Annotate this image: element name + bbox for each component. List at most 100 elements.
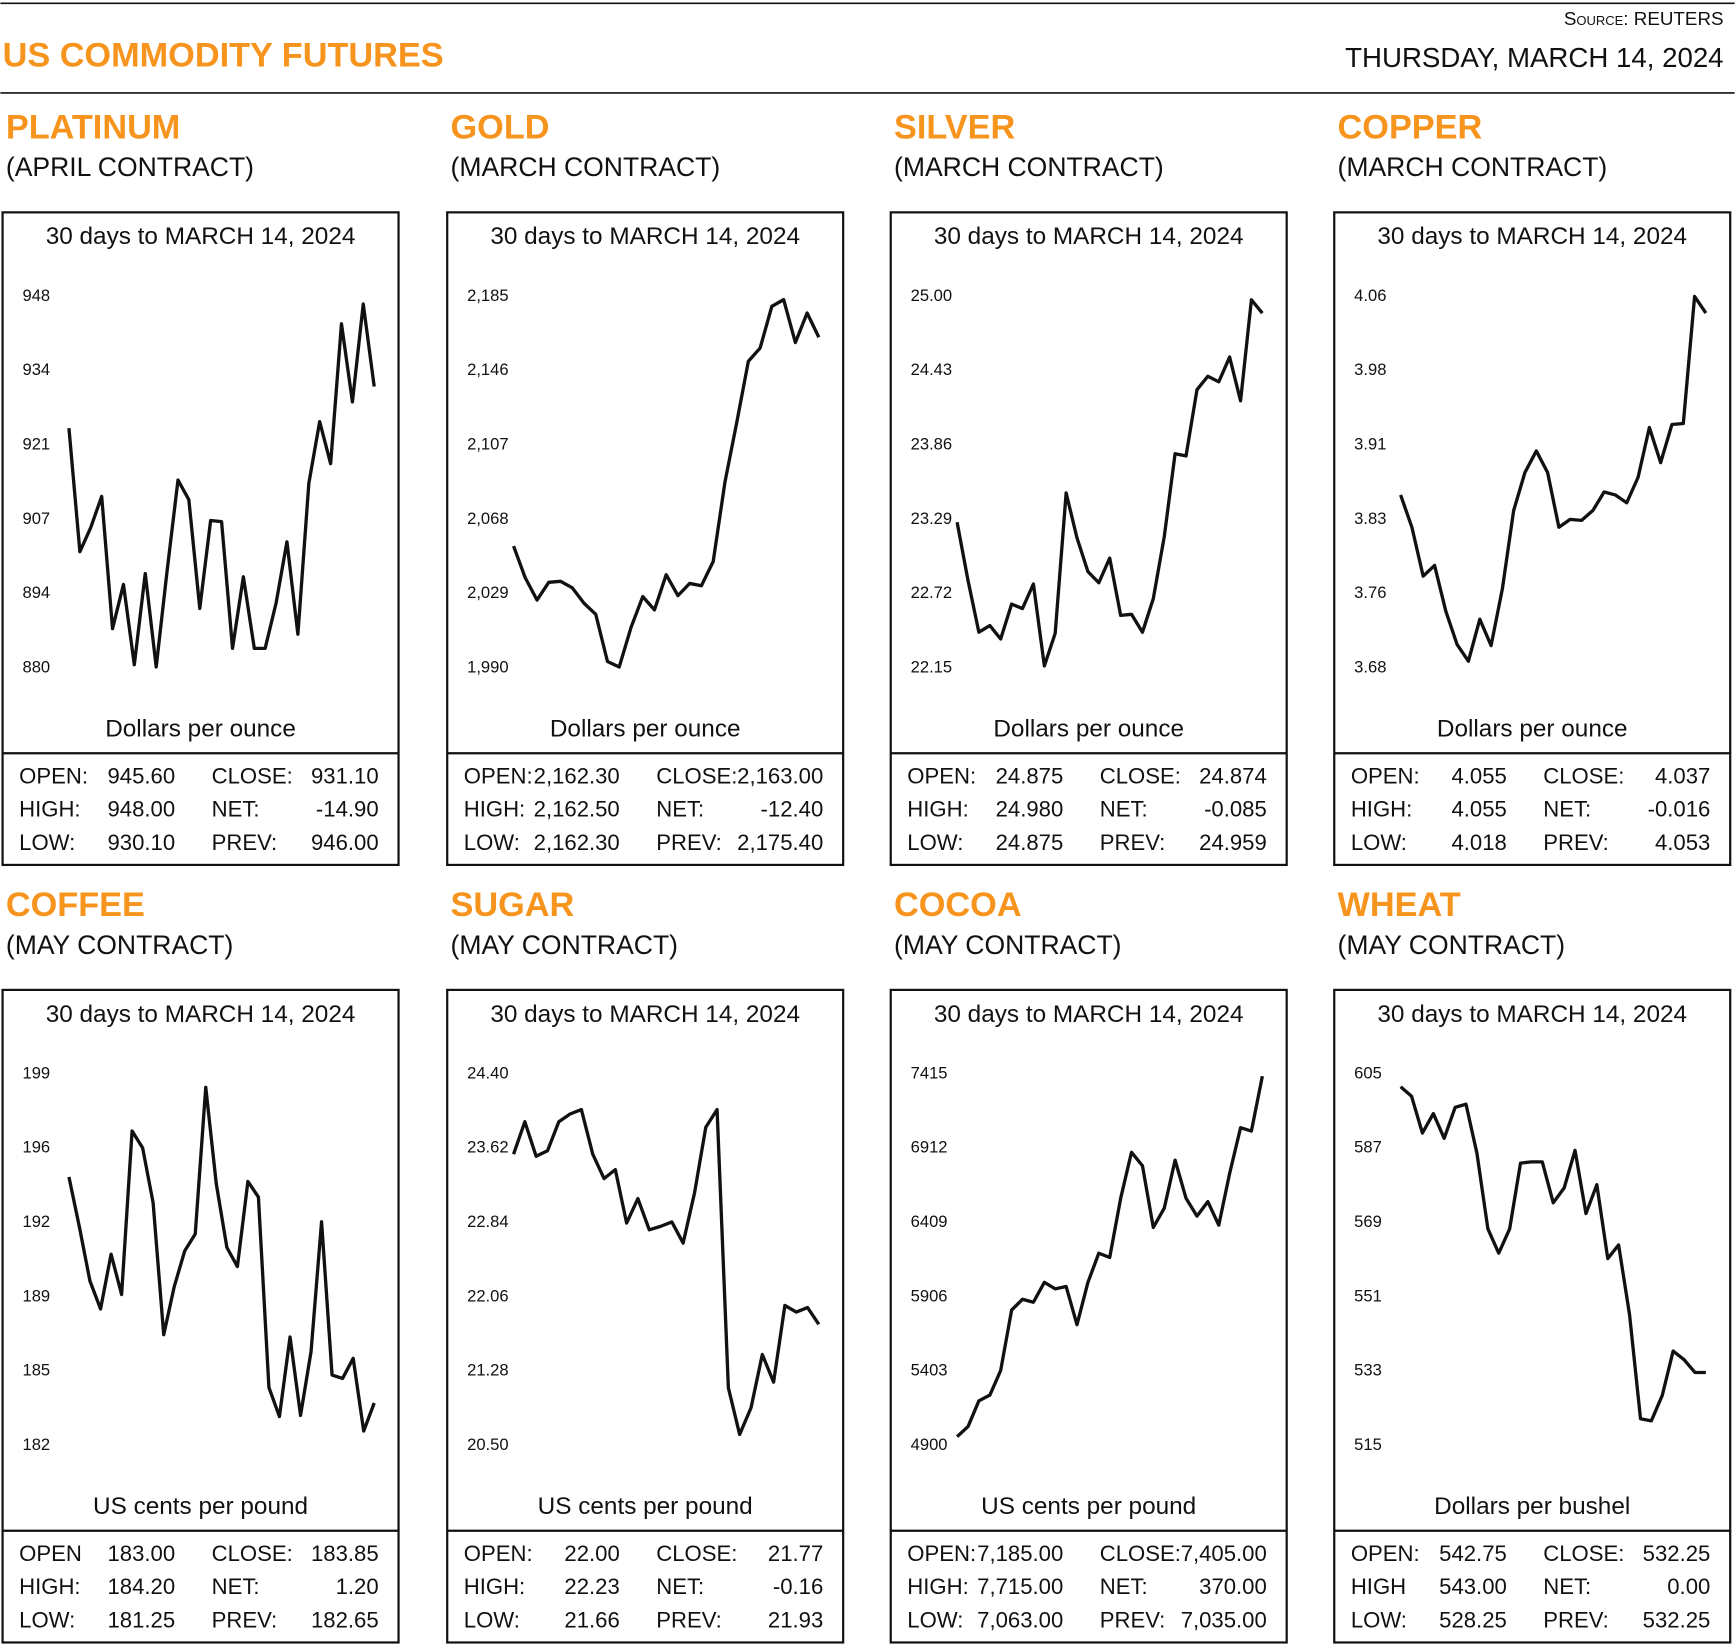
stat-label: HIGH: bbox=[19, 797, 80, 822]
stat-label: NET: bbox=[656, 797, 704, 822]
chart-caption: 30 days to MARCH 14, 2024 bbox=[46, 223, 356, 250]
stat-value: 7,035.00 bbox=[1181, 1607, 1267, 1632]
stat-label: OPEN bbox=[19, 1541, 82, 1566]
stat-label: LOW: bbox=[19, 1607, 75, 1632]
stat-label: PREV: bbox=[1100, 1607, 1166, 1632]
y-tick-label: 22.72 bbox=[911, 583, 953, 602]
stat-value: 183.00 bbox=[107, 1541, 175, 1566]
panel-frame bbox=[1333, 211, 1732, 867]
stat-value: -12.40 bbox=[761, 797, 824, 822]
y-tick-label: 6912 bbox=[911, 1138, 948, 1157]
stat-label: OPEN: bbox=[464, 1541, 533, 1566]
stat-value: 542.75 bbox=[1439, 1541, 1507, 1566]
stat-value: 946.00 bbox=[311, 830, 379, 855]
stat-value: 4.053 bbox=[1655, 830, 1710, 855]
y-tick-label: 907 bbox=[22, 509, 50, 528]
stat-value: 2,163.00 bbox=[737, 763, 823, 788]
stat-label: NET: bbox=[1100, 797, 1148, 822]
stat-value: 184.20 bbox=[107, 1574, 175, 1599]
stat-value: 528.25 bbox=[1439, 1607, 1507, 1632]
price-line bbox=[955, 1075, 1264, 1438]
stat-value: 22.00 bbox=[564, 1541, 619, 1566]
y-tick-label: 25.00 bbox=[911, 286, 953, 305]
stat-value: -0.016 bbox=[1648, 797, 1711, 822]
y-tick-label: 515 bbox=[1354, 1435, 1382, 1454]
y-tick-label: 2,185 bbox=[467, 286, 509, 305]
price-line bbox=[512, 297, 821, 669]
y-tick-label: 2,107 bbox=[467, 434, 509, 453]
stat-value: 0.00 bbox=[1667, 1574, 1710, 1599]
y-tick-label: 3.91 bbox=[1354, 434, 1386, 453]
chart-caption: 30 days to MARCH 14, 2024 bbox=[934, 223, 1244, 250]
y-tick-label: 21.28 bbox=[467, 1361, 509, 1380]
y-axis-label: Dollars per ounce bbox=[550, 715, 741, 742]
stat-value: 181.25 bbox=[107, 1607, 175, 1632]
stat-value: 183.85 bbox=[311, 1541, 379, 1566]
y-tick-label: 24.43 bbox=[911, 360, 953, 379]
y-tick-label: 22.15 bbox=[911, 657, 953, 676]
stat-label: CLOSE: bbox=[1543, 763, 1624, 788]
stat-label: LOW: bbox=[464, 830, 520, 855]
stat-label: LOW: bbox=[907, 1607, 963, 1632]
contract: (MAY CONTRACT) bbox=[6, 930, 233, 960]
chart-caption: 30 days to MARCH 14, 2024 bbox=[490, 1001, 800, 1028]
commodity-name: COCOA bbox=[894, 886, 1022, 924]
chart-caption: 30 days to MARCH 14, 2024 bbox=[1377, 223, 1687, 250]
y-tick-label: 22.06 bbox=[467, 1286, 509, 1305]
stat-value: 24.875 bbox=[996, 763, 1064, 788]
y-tick-label: 5906 bbox=[911, 1286, 948, 1305]
stat-label: PREV: bbox=[212, 1607, 278, 1632]
panel-frame bbox=[446, 988, 845, 1644]
stat-value: 21.66 bbox=[564, 1607, 619, 1632]
stat-label: NET: bbox=[1100, 1574, 1148, 1599]
y-axis-label: Dollars per ounce bbox=[993, 715, 1184, 742]
stat-value: 2,162.30 bbox=[534, 830, 620, 855]
stat-label: PREV: bbox=[656, 1607, 722, 1632]
stat-value: 2,162.30 bbox=[534, 763, 620, 788]
commodity-name: COFFEE bbox=[6, 886, 145, 924]
stat-label: HIGH bbox=[1351, 1574, 1406, 1599]
contract: (MAY CONTRACT) bbox=[1338, 930, 1565, 960]
stat-label: HIGH: bbox=[464, 797, 525, 822]
contract: (APRIL CONTRACT) bbox=[6, 152, 254, 182]
panel-frame bbox=[889, 988, 1288, 1644]
panel-frame bbox=[1, 211, 400, 867]
stat-label: PREV: bbox=[212, 830, 278, 855]
price-line bbox=[67, 302, 376, 669]
price-line bbox=[1399, 294, 1708, 663]
stat-value: 2,162.50 bbox=[534, 797, 620, 822]
stat-value: 370.00 bbox=[1199, 1574, 1267, 1599]
y-tick-label: 934 bbox=[22, 360, 50, 379]
y-tick-label: 948 bbox=[22, 286, 50, 305]
stat-label: NET: bbox=[656, 1574, 704, 1599]
y-tick-label: 921 bbox=[22, 434, 50, 453]
stat-value: 930.10 bbox=[107, 830, 175, 855]
y-tick-label: 4.06 bbox=[1354, 286, 1386, 305]
stat-label: LOW: bbox=[464, 1607, 520, 1632]
price-line bbox=[955, 298, 1264, 668]
stat-label: NET: bbox=[1543, 797, 1591, 822]
stat-value: 7,405.00 bbox=[1181, 1541, 1267, 1566]
price-line bbox=[67, 1085, 376, 1433]
y-tick-label: 880 bbox=[22, 657, 50, 676]
y-tick-label: 587 bbox=[1354, 1138, 1382, 1157]
y-tick-label: 182 bbox=[22, 1435, 50, 1454]
y-tick-label: 3.68 bbox=[1354, 657, 1386, 676]
stat-value: 532.25 bbox=[1643, 1541, 1711, 1566]
commodity-name: WHEAT bbox=[1338, 886, 1461, 924]
price-line bbox=[512, 1107, 821, 1437]
stat-value: 1.20 bbox=[336, 1574, 379, 1599]
stat-value: 24.874 bbox=[1199, 763, 1267, 788]
y-tick-label: 1,990 bbox=[467, 657, 509, 676]
chart-caption: 30 days to MARCH 14, 2024 bbox=[1377, 1001, 1687, 1028]
y-tick-label: 569 bbox=[1354, 1212, 1382, 1231]
stat-value: 931.10 bbox=[311, 763, 379, 788]
stat-label: NET: bbox=[212, 1574, 260, 1599]
stat-value: 21.93 bbox=[768, 1607, 823, 1632]
stat-label: CLOSE: bbox=[1100, 763, 1181, 788]
stat-label: HIGH: bbox=[907, 1574, 968, 1599]
stat-value: 7,715.00 bbox=[977, 1574, 1063, 1599]
stat-label: HIGH: bbox=[1351, 797, 1412, 822]
